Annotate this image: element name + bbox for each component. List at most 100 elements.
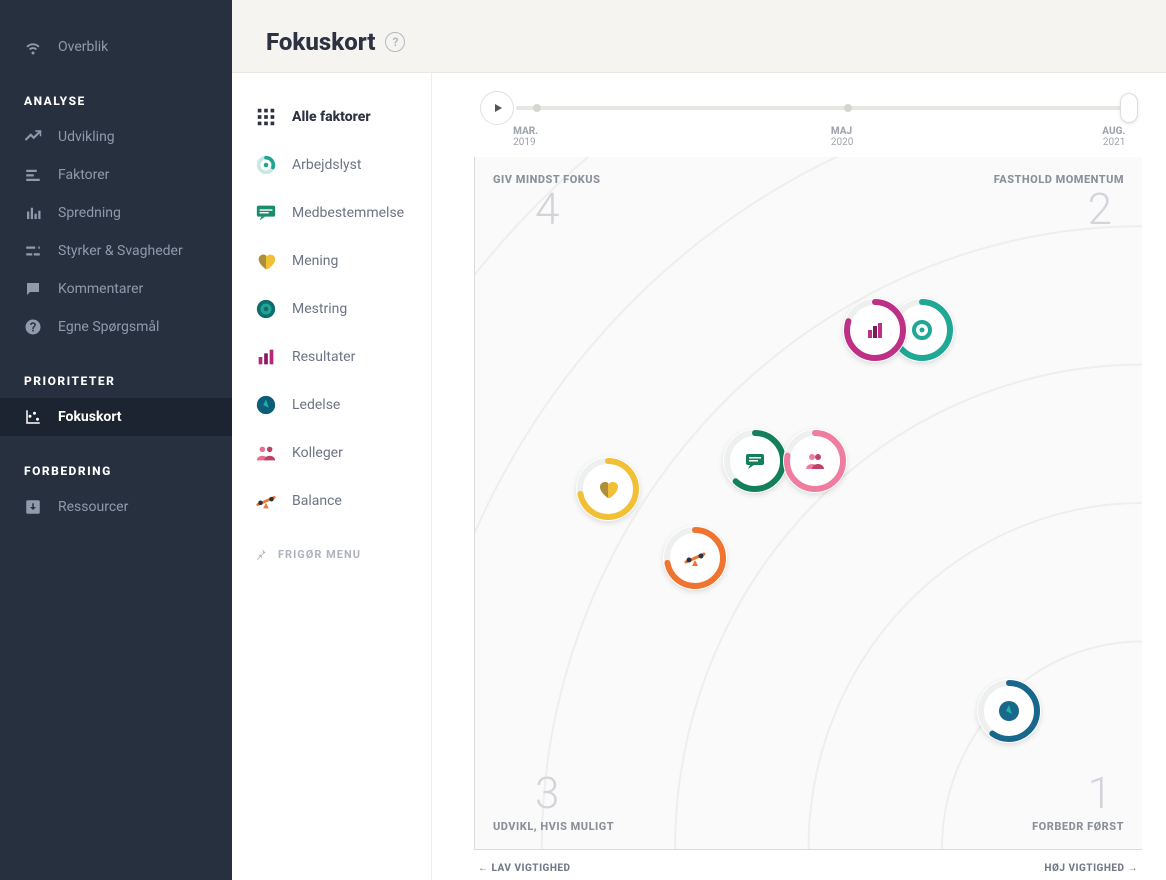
page-title: Fokuskort bbox=[266, 28, 375, 56]
factor-item-kolleger[interactable]: Kolleger bbox=[250, 429, 419, 477]
factor-label: Ledelse bbox=[292, 397, 340, 413]
right-area: MAR.2019 MAJ2020 AUG.2021 ← SCORER LAVES… bbox=[432, 73, 1166, 880]
timeline-dot[interactable] bbox=[844, 104, 852, 112]
axis-x-left: LAV VIGTIGHED bbox=[492, 863, 571, 874]
comment-icon bbox=[24, 280, 42, 298]
timeline-label: MAJ2020 bbox=[831, 127, 853, 148]
sidebar-item-label: Styrker & Svagheder bbox=[58, 243, 183, 259]
factor-item-balance[interactable]: Balance bbox=[250, 477, 419, 525]
sidebar-item-overblik[interactable]: Overblik bbox=[0, 28, 232, 66]
factor-label: Medbestemmelse bbox=[292, 205, 404, 221]
factor-menu: Alle faktorer Arbejdslyst Medbestemmelse… bbox=[232, 73, 432, 880]
timeline-track bbox=[516, 106, 1132, 110]
factor-label: Arbejdslyst bbox=[292, 157, 361, 173]
timeline-dot[interactable] bbox=[533, 104, 541, 112]
unpin-menu-button[interactable]: FRIGØR MENU bbox=[250, 525, 419, 583]
section-title-analyse: ANALYSE bbox=[0, 66, 232, 118]
bubble-ledelse[interactable] bbox=[977, 679, 1041, 743]
medbestemmelse-icon bbox=[743, 449, 767, 473]
help-icon[interactable]: ? bbox=[385, 32, 405, 52]
sidebar-item-label: Faktorer bbox=[58, 167, 109, 183]
factor-item-mestring[interactable]: Mestring bbox=[250, 285, 419, 333]
kolleger-icon bbox=[803, 449, 827, 473]
factor-item-medbestemmelse[interactable]: Medbestemmelse bbox=[250, 189, 419, 237]
axis-x: ← LAV VIGTIGHED HØJ VIGTIGHED → bbox=[474, 850, 1142, 880]
page-header: Fokuskort ? bbox=[232, 0, 1166, 72]
pin-label: FRIGØR MENU bbox=[278, 548, 361, 561]
factor-label: Mening bbox=[292, 253, 338, 269]
grid-icon bbox=[254, 105, 278, 129]
bubble-resultater[interactable] bbox=[843, 298, 907, 362]
balance-icon bbox=[683, 546, 707, 570]
factor-label: Balance bbox=[292, 493, 342, 509]
sidebar: Overblik ANALYSE Udvikling Faktorer Spre… bbox=[0, 0, 232, 880]
sidebar-item-ressourcer[interactable]: Ressourcer bbox=[0, 488, 232, 526]
sidebar-item-label: Spredning bbox=[58, 205, 121, 221]
arbejdslyst-icon bbox=[910, 318, 934, 342]
heart-icon bbox=[254, 249, 278, 273]
section-title-forbedring: FORBEDRING bbox=[0, 436, 232, 488]
people-icon bbox=[254, 441, 278, 465]
factor-label: Kolleger bbox=[292, 445, 343, 461]
factor-label: Resultater bbox=[292, 349, 355, 365]
sidebar-item-label: Egne Spørgsmål bbox=[58, 319, 159, 335]
scatter-icon bbox=[24, 408, 42, 426]
barchart-icon bbox=[254, 345, 278, 369]
timeline-handle[interactable] bbox=[1120, 93, 1138, 123]
sidebar-item-label: Kommentarer bbox=[58, 281, 143, 297]
sidebar-item-label: Overblik bbox=[58, 39, 108, 55]
sidebar-item-label: Udvikling bbox=[58, 129, 115, 145]
quad-label-bl: UDVIKL, HVIS MULIGT bbox=[493, 820, 614, 833]
factor-item-resultater[interactable]: Resultater bbox=[250, 333, 419, 381]
sidebar-item-fokuskort[interactable]: Fokuskort bbox=[0, 398, 232, 436]
axis-x-right: HØJ VIGTIGHED bbox=[1044, 863, 1124, 874]
sidebar-item-styrker[interactable]: Styrker & Svagheder bbox=[0, 232, 232, 270]
download-icon bbox=[24, 498, 42, 516]
section-title-prioriteter: PRIORITETER bbox=[0, 346, 232, 398]
bubble-kolleger[interactable] bbox=[783, 429, 847, 493]
trend-icon bbox=[24, 128, 42, 146]
chat-icon bbox=[254, 201, 278, 225]
sidebar-item-udvikling[interactable]: Udvikling bbox=[0, 118, 232, 156]
target-icon bbox=[254, 297, 278, 321]
sidebar-item-spredning[interactable]: Spredning bbox=[0, 194, 232, 232]
ledelse-icon bbox=[997, 699, 1021, 723]
factor-item-ledelse[interactable]: Ledelse bbox=[250, 381, 419, 429]
timeline[interactable]: MAR.2019 MAJ2020 AUG.2021 bbox=[480, 91, 1142, 133]
question-icon bbox=[24, 318, 42, 336]
sidebar-item-egne[interactable]: Egne Spørgsmål bbox=[0, 308, 232, 346]
columns-icon bbox=[24, 204, 42, 222]
factor-label: Mestring bbox=[292, 301, 347, 317]
resultater-icon bbox=[863, 318, 887, 342]
sidebar-item-faktorer[interactable]: Faktorer bbox=[0, 156, 232, 194]
quad-number-tl: 4 bbox=[535, 183, 559, 235]
sliders-icon bbox=[24, 242, 42, 260]
bubble-balance[interactable] bbox=[663, 526, 727, 590]
factor-item-mening[interactable]: Mening bbox=[250, 237, 419, 285]
quad-number-bl: 3 bbox=[535, 767, 559, 819]
sidebar-item-kommentarer[interactable]: Kommentarer bbox=[0, 270, 232, 308]
factor-item-alle[interactable]: Alle faktorer bbox=[250, 93, 419, 141]
quad-number-br: 1 bbox=[1088, 767, 1112, 819]
mening-icon bbox=[596, 477, 620, 501]
wifi-icon bbox=[24, 38, 42, 56]
compass-icon bbox=[254, 393, 278, 417]
content-row: Alle faktorer Arbejdslyst Medbestemmelse… bbox=[232, 72, 1166, 880]
factor-label: Alle faktorer bbox=[292, 109, 371, 125]
ring-icon bbox=[254, 153, 278, 177]
timeline-label: AUG.2021 bbox=[1102, 127, 1125, 148]
sidebar-item-label: Fokuskort bbox=[58, 409, 122, 425]
bubble-medbestemmelse[interactable] bbox=[723, 429, 787, 493]
quadrant-chart: GIV MINDST FOKUS FASTHOLD MOMENTUM UDVIK… bbox=[474, 157, 1142, 850]
chart-wrap: ← SCORER LAVEST SCORER HØJEST → bbox=[450, 157, 1142, 880]
axis-y: ← SCORER LAVEST SCORER HØJEST → bbox=[450, 157, 474, 880]
bubble-mening[interactable] bbox=[576, 457, 640, 521]
sidebar-item-label: Ressourcer bbox=[58, 499, 128, 515]
quad-label-br: FORBEDR FØRST bbox=[1032, 820, 1124, 833]
bars-icon bbox=[24, 166, 42, 184]
main-area: Fokuskort ? Alle faktorer Arbejdslyst bbox=[232, 0, 1166, 880]
seesaw-icon bbox=[254, 489, 278, 513]
timeline-label: MAR.2019 bbox=[513, 127, 538, 148]
play-button[interactable] bbox=[480, 91, 514, 125]
factor-item-arbejdslyst[interactable]: Arbejdslyst bbox=[250, 141, 419, 189]
